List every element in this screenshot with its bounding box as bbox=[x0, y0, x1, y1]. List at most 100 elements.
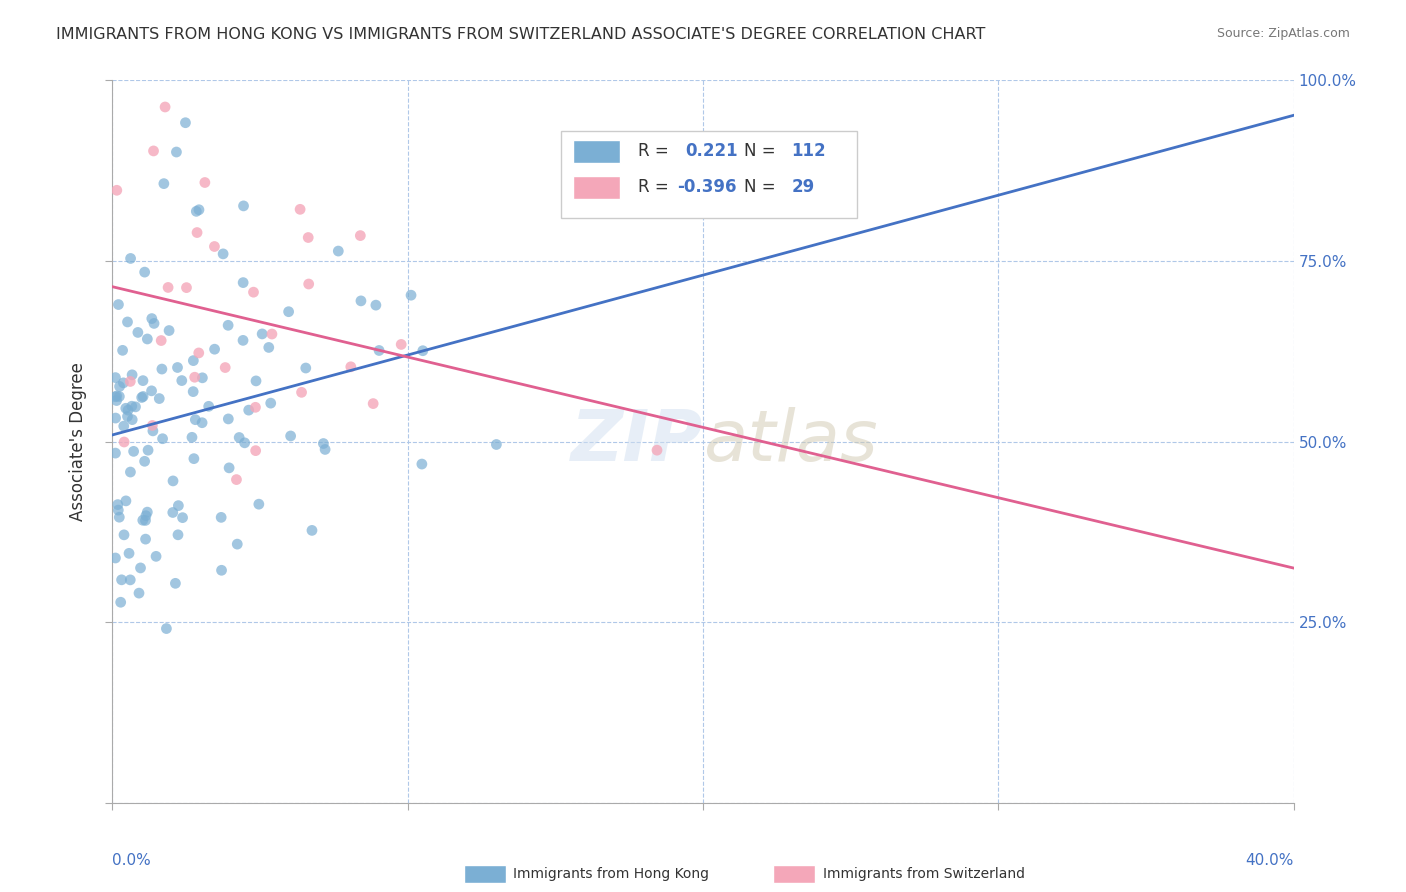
Text: Source: ZipAtlas.com: Source: ZipAtlas.com bbox=[1216, 27, 1350, 40]
Point bbox=[187, 346, 209, 360]
Point bbox=[112, 376, 135, 390]
Point bbox=[120, 375, 142, 389]
Point bbox=[194, 176, 217, 190]
Point bbox=[191, 416, 214, 430]
Point bbox=[238, 403, 260, 417]
Point bbox=[150, 334, 173, 348]
Point bbox=[181, 430, 204, 444]
Point bbox=[141, 418, 163, 433]
Text: -0.396: -0.396 bbox=[678, 178, 737, 196]
Point bbox=[218, 461, 240, 475]
Point bbox=[186, 226, 208, 240]
Point bbox=[145, 549, 167, 564]
Point bbox=[245, 443, 267, 458]
FancyBboxPatch shape bbox=[561, 131, 856, 218]
Point bbox=[135, 508, 157, 523]
Point bbox=[288, 202, 311, 217]
Point bbox=[368, 343, 391, 358]
Point bbox=[260, 326, 283, 341]
Point bbox=[132, 374, 155, 388]
Point bbox=[245, 374, 267, 388]
Point bbox=[121, 412, 143, 426]
Point bbox=[280, 429, 302, 443]
Point bbox=[242, 285, 264, 300]
Point bbox=[165, 576, 187, 591]
Point bbox=[162, 506, 184, 520]
Point bbox=[115, 494, 138, 508]
Point bbox=[142, 144, 165, 158]
Text: Immigrants from Hong Kong: Immigrants from Hong Kong bbox=[513, 867, 709, 881]
Point bbox=[108, 510, 131, 524]
Point bbox=[120, 465, 142, 479]
Point bbox=[301, 524, 323, 538]
Point bbox=[121, 399, 143, 413]
Point bbox=[485, 437, 508, 451]
Point bbox=[135, 532, 157, 546]
Point bbox=[167, 528, 190, 542]
Point bbox=[232, 334, 254, 348]
Point bbox=[141, 311, 163, 326]
Point bbox=[129, 561, 152, 575]
Point bbox=[112, 435, 135, 450]
Point bbox=[108, 389, 131, 403]
Point bbox=[183, 370, 205, 384]
Point bbox=[389, 337, 412, 351]
Text: ZIP: ZIP bbox=[571, 407, 703, 476]
Point bbox=[165, 145, 187, 159]
Point bbox=[162, 474, 184, 488]
Point bbox=[132, 513, 155, 527]
Point bbox=[104, 411, 127, 425]
Point bbox=[105, 393, 128, 408]
Point bbox=[136, 332, 159, 346]
Point bbox=[364, 298, 387, 312]
Point bbox=[250, 326, 273, 341]
Point bbox=[217, 318, 239, 333]
Text: atlas: atlas bbox=[703, 407, 877, 476]
Point bbox=[349, 228, 371, 243]
Point bbox=[186, 204, 208, 219]
Point bbox=[122, 444, 145, 458]
Point bbox=[232, 276, 254, 290]
Point bbox=[114, 401, 136, 416]
Point bbox=[112, 528, 135, 542]
Point bbox=[127, 326, 149, 340]
FancyBboxPatch shape bbox=[574, 177, 620, 200]
Point bbox=[118, 546, 141, 560]
Point bbox=[104, 551, 127, 566]
Point bbox=[212, 247, 235, 261]
Point bbox=[228, 430, 250, 444]
Point bbox=[412, 343, 434, 358]
Point bbox=[142, 424, 165, 438]
Point bbox=[277, 304, 299, 318]
Point bbox=[108, 379, 131, 393]
Point bbox=[350, 293, 373, 308]
Point bbox=[247, 497, 270, 511]
Point bbox=[172, 510, 194, 524]
Point bbox=[117, 409, 139, 424]
Text: IMMIGRANTS FROM HONG KONG VS IMMIGRANTS FROM SWITZERLAND ASSOCIATE'S DEGREE CORR: IMMIGRANTS FROM HONG KONG VS IMMIGRANTS … bbox=[56, 27, 986, 42]
FancyBboxPatch shape bbox=[574, 140, 620, 163]
Point bbox=[211, 563, 233, 577]
Point bbox=[105, 183, 128, 197]
Point bbox=[141, 384, 163, 398]
Text: N =: N = bbox=[744, 178, 776, 196]
Point bbox=[134, 265, 156, 279]
Point bbox=[124, 400, 146, 414]
Point bbox=[260, 396, 283, 410]
Point bbox=[297, 230, 319, 244]
Point bbox=[117, 403, 139, 417]
Point bbox=[245, 401, 267, 415]
Point bbox=[143, 317, 166, 331]
Point bbox=[204, 239, 226, 253]
Point bbox=[104, 390, 127, 404]
Point bbox=[204, 342, 226, 356]
Point bbox=[294, 361, 316, 376]
Point bbox=[121, 368, 143, 382]
Text: 29: 29 bbox=[792, 178, 815, 196]
Point bbox=[290, 385, 312, 400]
Point bbox=[107, 503, 129, 517]
Text: 40.0%: 40.0% bbox=[1246, 854, 1294, 869]
Point bbox=[340, 359, 363, 374]
Point bbox=[155, 622, 177, 636]
Point bbox=[136, 443, 159, 458]
